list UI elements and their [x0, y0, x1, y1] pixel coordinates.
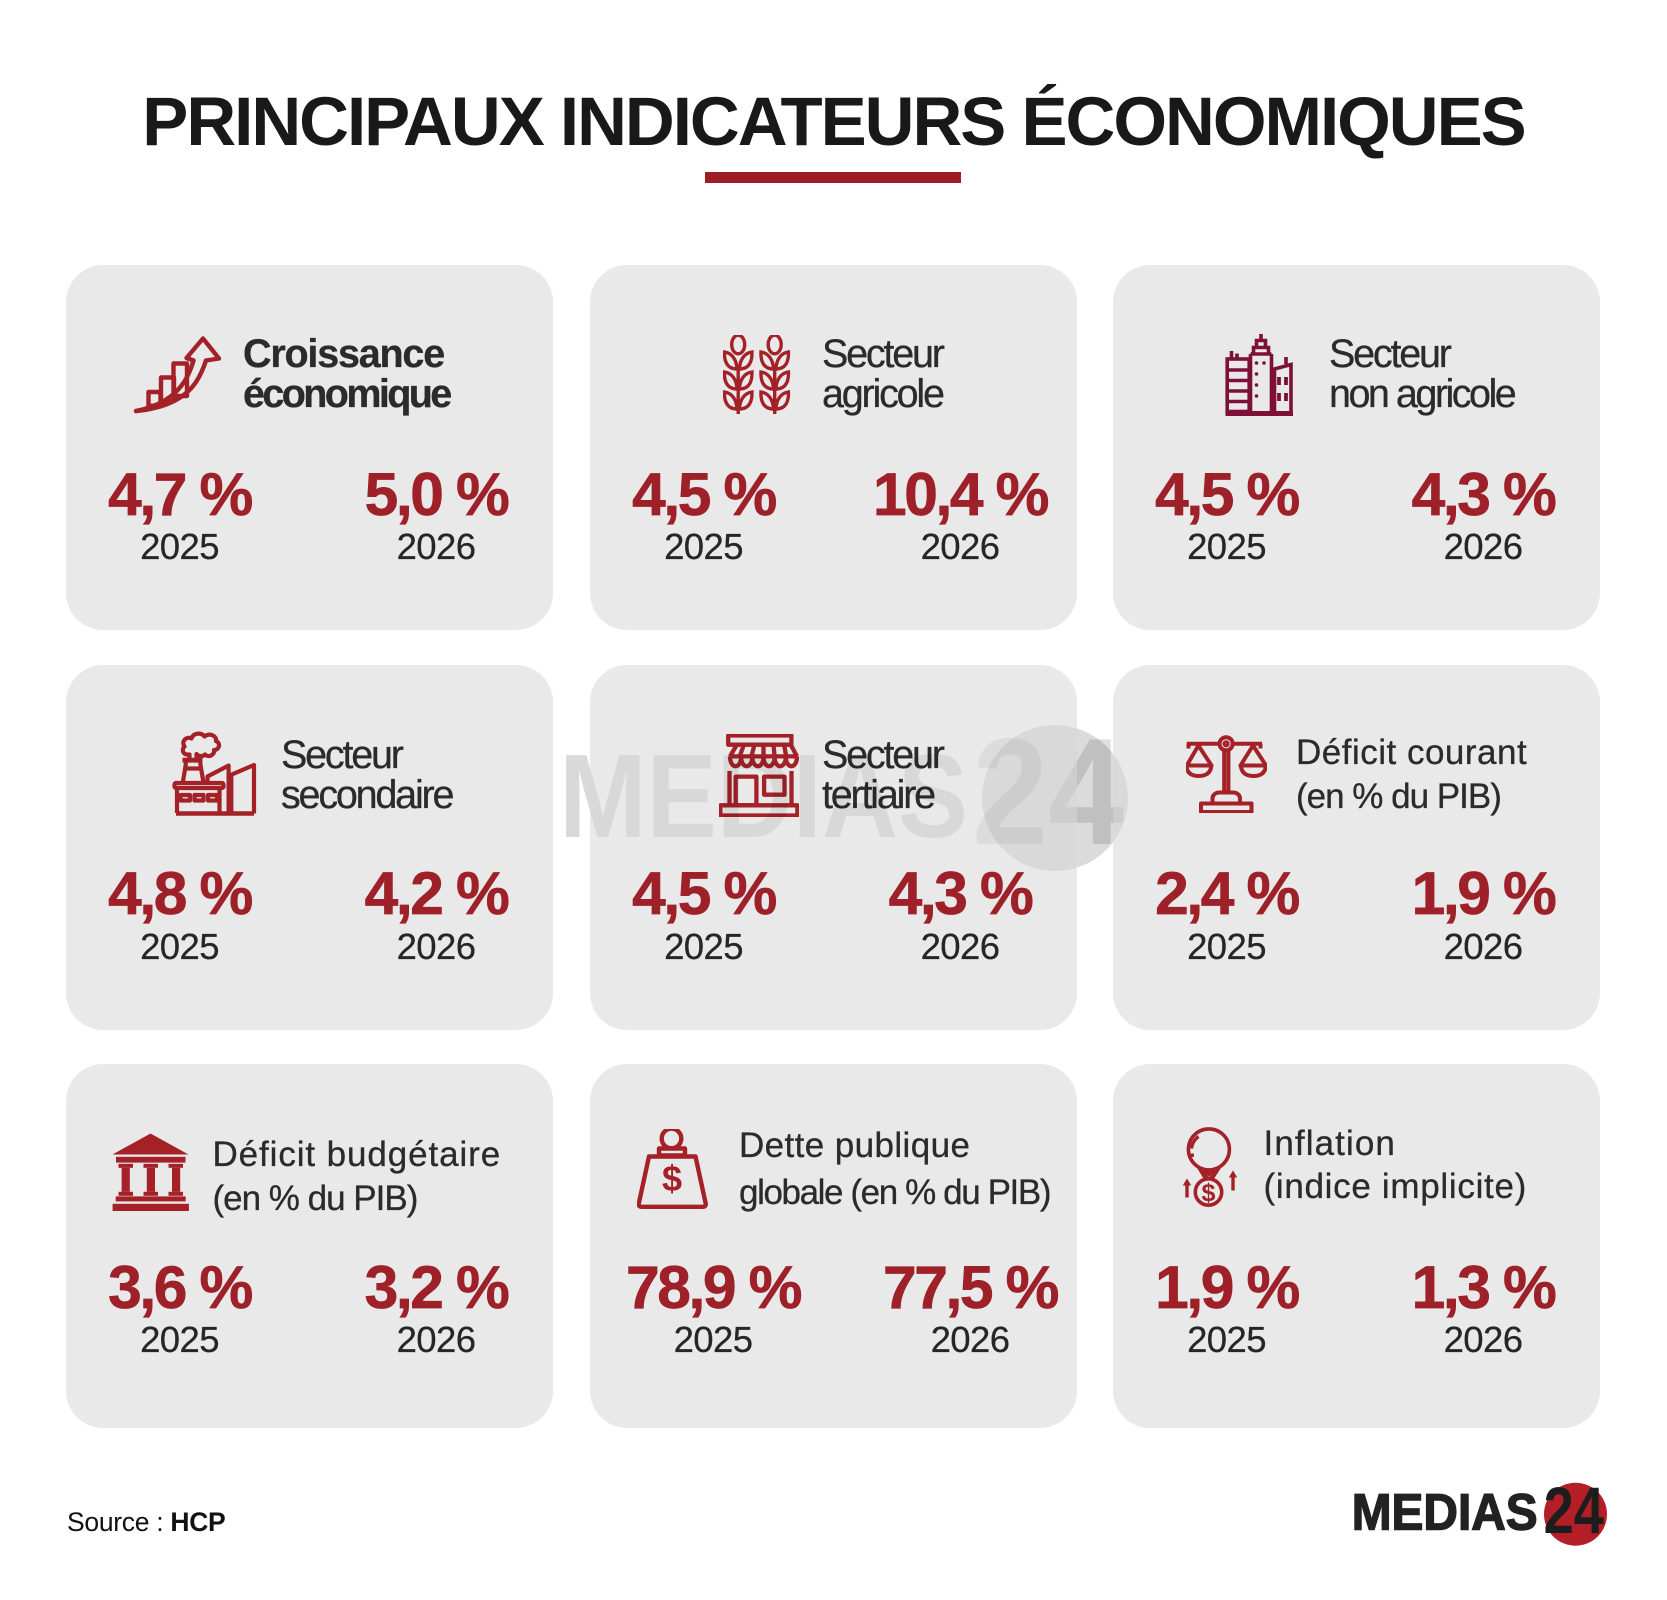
svg-text:24: 24 — [1544, 1473, 1605, 1547]
svg-text:$: $ — [1202, 1179, 1216, 1207]
svg-text:MEDIAS: MEDIAS — [1352, 1484, 1538, 1541]
svg-text:$: $ — [662, 1158, 682, 1199]
